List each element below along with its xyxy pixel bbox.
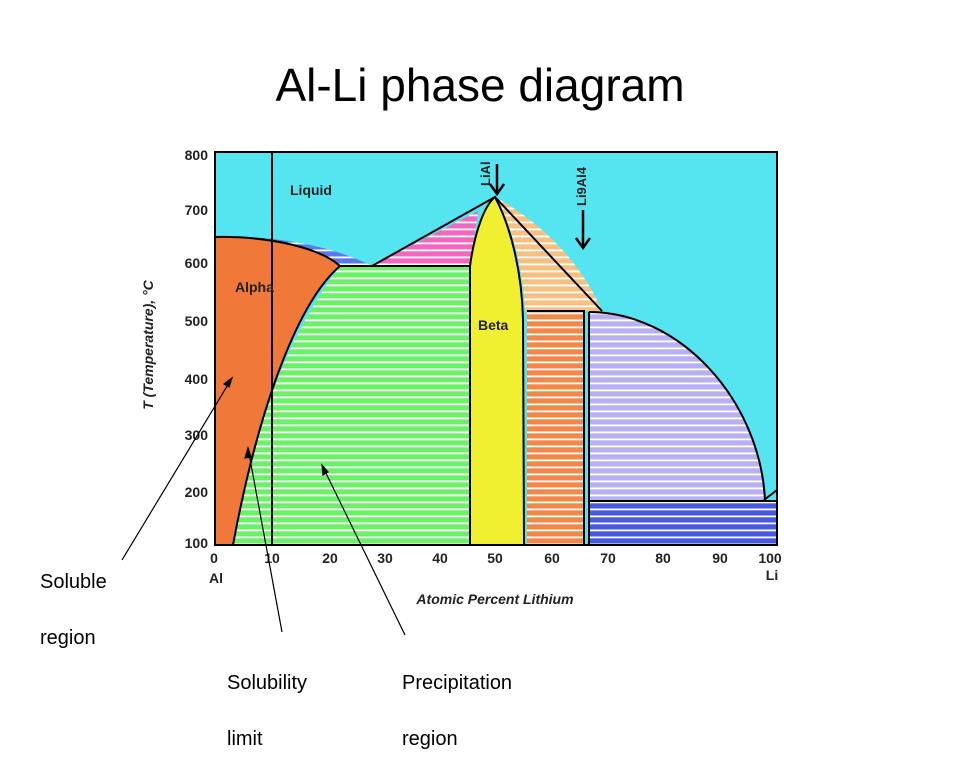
x-tick-80: 80	[655, 550, 671, 566]
precipitation-region-annotation: Precipitation region	[402, 641, 512, 781]
liquid-label: Liquid	[290, 182, 332, 198]
x-tick-40: 40	[432, 550, 448, 566]
x-tick-70: 70	[600, 550, 616, 566]
y-tick-600: 600	[185, 255, 209, 271]
compound-arrows	[488, 164, 592, 251]
precipitation-region-fill	[233, 266, 470, 545]
plot-frame	[214, 151, 778, 546]
x-axis-label: Atomic Percent Lithium	[415, 591, 573, 607]
precip-line1: Precipitation	[402, 672, 513, 694]
x-end-label-al: Al	[209, 570, 223, 586]
x-tick-100: 100	[758, 550, 782, 566]
soluble-line1: Soluble	[40, 571, 107, 593]
orange-hatch-region	[527, 312, 584, 545]
alpha-label: Alpha	[235, 279, 274, 295]
phase-boundaries	[214, 195, 778, 546]
solubility-arrow	[247, 447, 283, 633]
soluble-arrow	[121, 377, 233, 561]
y-tick-100: 100	[185, 535, 209, 551]
y-tick-200: 200	[185, 484, 209, 500]
x-tick-30: 30	[377, 550, 393, 566]
y-tick-800: 800	[185, 147, 209, 163]
soluble-region-annotation: Soluble region	[40, 540, 107, 680]
solubility-limit-annotation: Solubility limit	[227, 641, 307, 781]
y-tick-500: 500	[185, 313, 209, 329]
x-tick-10: 10	[264, 550, 280, 566]
blue-region	[589, 502, 777, 545]
li9al4-label: Li9Al4	[574, 166, 589, 206]
annotation-arrows	[121, 376, 406, 636]
solubility-line1: Solubility	[227, 672, 308, 694]
x-tick-0: 0	[210, 550, 218, 566]
x-tick-20: 20	[322, 550, 338, 566]
y-tick-700: 700	[185, 202, 209, 218]
x-end-label-li: Li	[766, 567, 778, 583]
y-tick-400: 400	[185, 371, 209, 387]
precip-line2: region	[402, 728, 458, 750]
page-title: Al-Li phase diagram	[275, 59, 685, 111]
soluble-line2: region	[40, 627, 96, 649]
y-tick-300: 300	[185, 427, 209, 443]
x-tick-60: 60	[544, 550, 560, 566]
lial-label: LiAl	[478, 161, 493, 186]
solubility-line2: limit	[227, 728, 263, 750]
precipitation-arrow	[321, 464, 406, 636]
lavender-region	[589, 312, 765, 500]
phase-diagram: 800 700 600 500 400 300 200 100 0 10 20 …	[121, 147, 782, 636]
beta-region	[470, 197, 524, 545]
y-axis-label: T (Temperature), °C	[140, 279, 156, 409]
x-tick-90: 90	[712, 550, 728, 566]
x-tick-50: 50	[487, 550, 503, 566]
alpha-region	[215, 236, 340, 546]
beta-label: Beta	[478, 317, 509, 333]
